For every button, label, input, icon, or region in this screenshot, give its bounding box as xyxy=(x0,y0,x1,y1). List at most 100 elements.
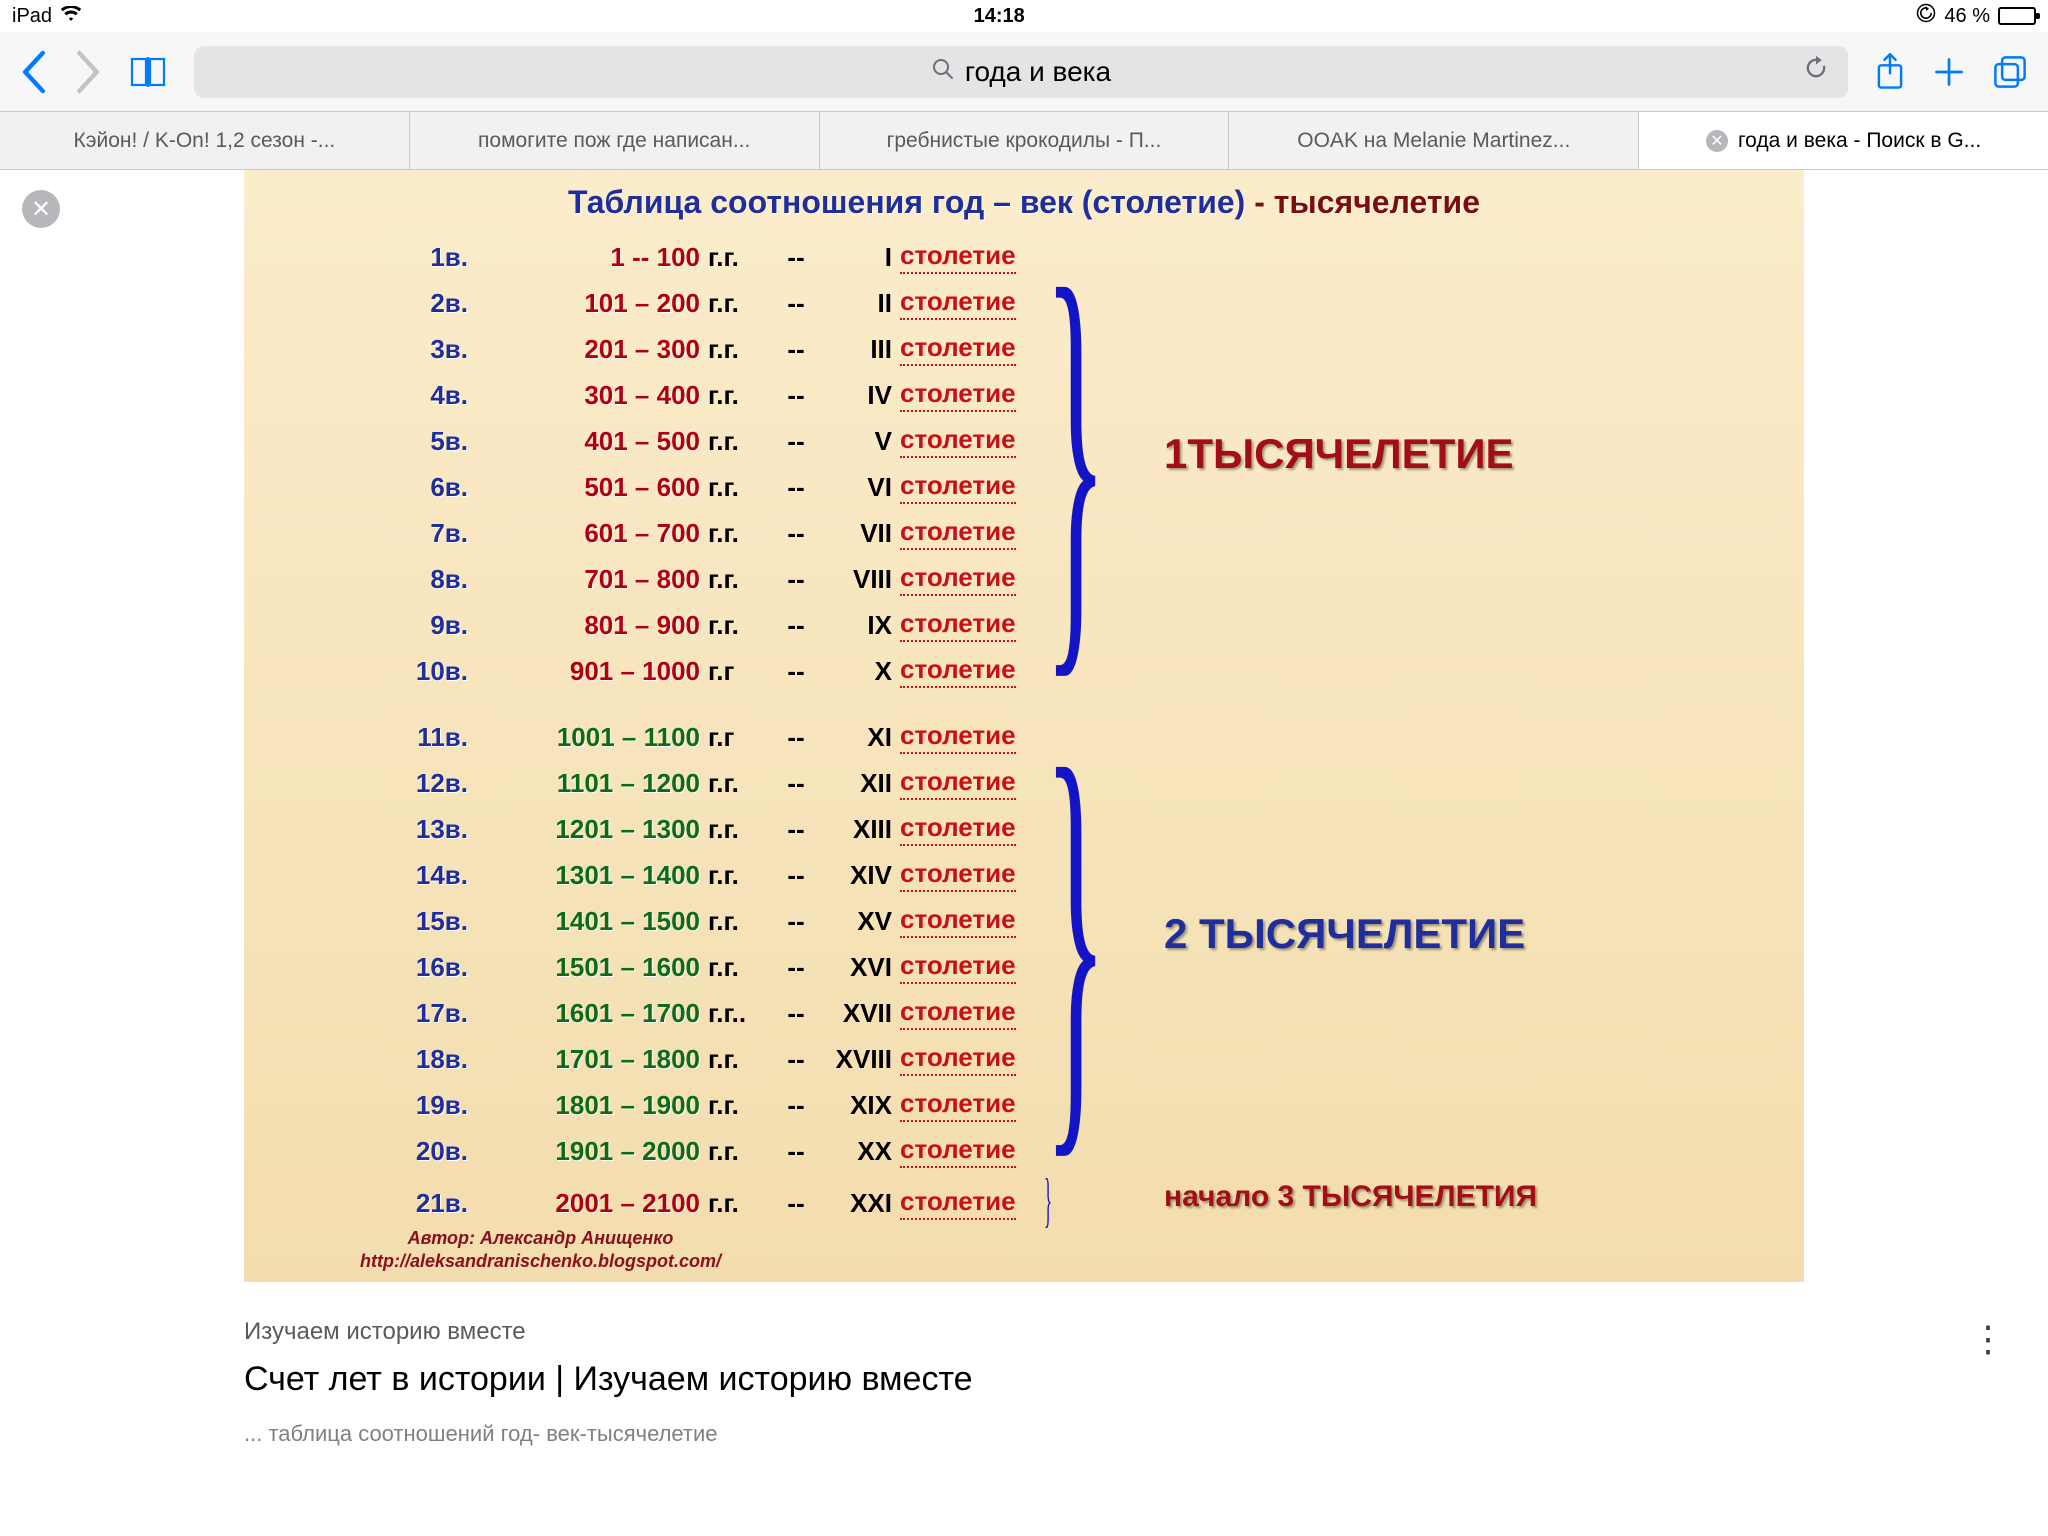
table-row: 14в.1301 – 1400г.г.--XIVстолетие xyxy=(384,852,1016,898)
table-row: 10в.901 – 1000г.г--Xстолетие xyxy=(384,648,1016,694)
more-options-button[interactable]: ⋮ xyxy=(1970,1318,2008,1360)
new-tab-button[interactable] xyxy=(1932,55,1966,89)
author-line2: http://aleksandranischenko.blogspot.com/ xyxy=(360,1251,721,1271)
cell-century: 9в. xyxy=(384,610,478,641)
tab-close-icon[interactable]: ✕ xyxy=(1706,130,1728,152)
address-bar[interactable]: года и века xyxy=(194,46,1848,98)
cell-gg: г.г xyxy=(708,656,768,687)
table-group-3: 21в.2001 – 2100г.г.--XXIстолетие xyxy=(384,1180,1016,1226)
tab-4[interactable]: ✕года и века - Поиск в G... xyxy=(1639,112,2048,169)
cell-dash: -- xyxy=(768,722,824,753)
cell-century: 14в. xyxy=(384,860,478,891)
cell-dash: -- xyxy=(768,998,824,1029)
cell-gg: г.г. xyxy=(708,814,768,845)
cell-roman: XV xyxy=(824,906,900,937)
cell-roman: IV xyxy=(824,380,900,411)
figure-author: Автор: Александр Анищенко http://aleksan… xyxy=(360,1227,721,1272)
back-button[interactable] xyxy=(20,50,48,94)
cell-range: 201 – 300 xyxy=(478,334,708,365)
cell-range: 1301 – 1400 xyxy=(478,860,708,891)
cell-roman: XVI xyxy=(824,952,900,983)
cell-range: 601 – 700 xyxy=(478,518,708,549)
table-row: 21в.2001 – 2100г.г.--XXIстолетие xyxy=(384,1180,1016,1226)
cell-gg: г.г. xyxy=(708,768,768,799)
cell-stoletie: столетие xyxy=(900,332,1016,366)
table-row: 11в.1001 – 1100г.г--XIстолетие xyxy=(384,714,1016,760)
cell-gg: г.г.. xyxy=(708,998,768,1029)
reload-button[interactable] xyxy=(1802,54,1830,89)
figure-title-b: - тысячелетие xyxy=(1245,184,1480,220)
tab-0[interactable]: Кэйон! / K-On! 1,2 сезон -... xyxy=(0,112,410,169)
cell-stoletie: столетие xyxy=(900,424,1016,458)
status-bar: iPad 14:18 46 % xyxy=(0,0,2048,32)
tab-1[interactable]: помогите пож где написан... xyxy=(410,112,820,169)
cell-range: 1901 – 2000 xyxy=(478,1136,708,1167)
cell-range: 1701 – 1800 xyxy=(478,1044,708,1075)
cell-range: 401 – 500 xyxy=(478,426,708,457)
cell-century: 17в. xyxy=(384,998,478,1029)
cell-dash: -- xyxy=(768,1188,824,1219)
forward-button[interactable] xyxy=(74,50,102,94)
result-caption: Изучаем историю вместе Счет лет в истори… xyxy=(244,1282,2048,1447)
millennium-label-3: начало 3 ТЫСЯЧЕЛЕТИЯ xyxy=(1164,1180,1537,1214)
cell-dash: -- xyxy=(768,334,824,365)
caption-title[interactable]: Счет лет в истории | Изучаем историю вме… xyxy=(244,1360,2048,1399)
cell-dash: -- xyxy=(768,1044,824,1075)
cell-century: 19в. xyxy=(384,1090,478,1121)
tab-label: Кэйон! / K-On! 1,2 сезон -... xyxy=(74,129,336,153)
cell-stoletie: столетие xyxy=(900,720,1016,754)
tabs-button[interactable] xyxy=(1992,54,2028,90)
table-row: 19в.1801 – 1900г.г.--XIXстолетие xyxy=(384,1082,1016,1128)
cell-dash: -- xyxy=(768,242,824,273)
bookmarks-button[interactable] xyxy=(128,55,168,89)
cell-range: 1101 – 1200 xyxy=(478,768,708,799)
cell-stoletie: столетие xyxy=(900,1042,1016,1076)
cell-roman: X xyxy=(824,656,900,687)
cell-roman: XII xyxy=(824,768,900,799)
cell-century: 18в. xyxy=(384,1044,478,1075)
cell-dash: -- xyxy=(768,1136,824,1167)
cell-dash: -- xyxy=(768,906,824,937)
cell-century: 11в. xyxy=(384,722,478,753)
cell-dash: -- xyxy=(768,518,824,549)
cell-dash: -- xyxy=(768,952,824,983)
cell-century: 2в. xyxy=(384,288,478,319)
table-row: 3в.201 – 300г.г.--IIIстолетие xyxy=(384,326,1016,372)
cell-stoletie: столетие xyxy=(900,470,1016,504)
cell-roman: V xyxy=(824,426,900,457)
table-row: 8в.701 – 800г.г.--VIIIстолетие xyxy=(384,556,1016,602)
cell-roman: XIII xyxy=(824,814,900,845)
cell-roman: II xyxy=(824,288,900,319)
share-button[interactable] xyxy=(1874,52,1906,92)
cell-gg: г.г. xyxy=(708,334,768,365)
cell-century: 13в. xyxy=(384,814,478,845)
cell-range: 101 – 200 xyxy=(478,288,708,319)
table-row: 9в.801 – 900г.г.--IXстолетие xyxy=(384,602,1016,648)
caption-sub: ... таблица соотношений год- век-тысячел… xyxy=(244,1421,2048,1447)
tab-2[interactable]: гребнистые крокодилы - П... xyxy=(820,112,1230,169)
cell-dash: -- xyxy=(768,860,824,891)
cell-dash: -- xyxy=(768,656,824,687)
cell-roman: XIV xyxy=(824,860,900,891)
millennium-label-1: 1ТЫСЯЧЕЛЕТИЕ xyxy=(1164,430,1514,478)
cell-gg: г.г. xyxy=(708,610,768,641)
cell-range: 1601 – 1700 xyxy=(478,998,708,1029)
cell-stoletie: столетие xyxy=(900,654,1016,688)
tab-3[interactable]: OOAK на Melanie Martinez... xyxy=(1229,112,1639,169)
cell-stoletie: столетие xyxy=(900,562,1016,596)
cell-range: 801 – 900 xyxy=(478,610,708,641)
cell-gg: г.г. xyxy=(708,564,768,595)
cell-range: 2001 – 2100 xyxy=(478,1188,708,1219)
caption-site: Изучаем историю вместе xyxy=(244,1318,2048,1346)
cell-gg: г.г. xyxy=(708,1136,768,1167)
cell-century: 12в. xyxy=(384,768,478,799)
search-icon xyxy=(931,56,955,88)
close-overlay-button[interactable]: ✕ xyxy=(22,190,60,228)
cell-century: 1в. xyxy=(384,242,478,273)
cell-stoletie: столетие xyxy=(900,608,1016,642)
battery-pct: 46 % xyxy=(1944,5,1990,28)
millennium-label-2: 2 ТЫСЯЧЕЛЕТИЕ xyxy=(1164,910,1525,958)
cell-dash: -- xyxy=(768,768,824,799)
cell-gg: г.г. xyxy=(708,860,768,891)
cell-stoletie: столетие xyxy=(900,1186,1016,1220)
